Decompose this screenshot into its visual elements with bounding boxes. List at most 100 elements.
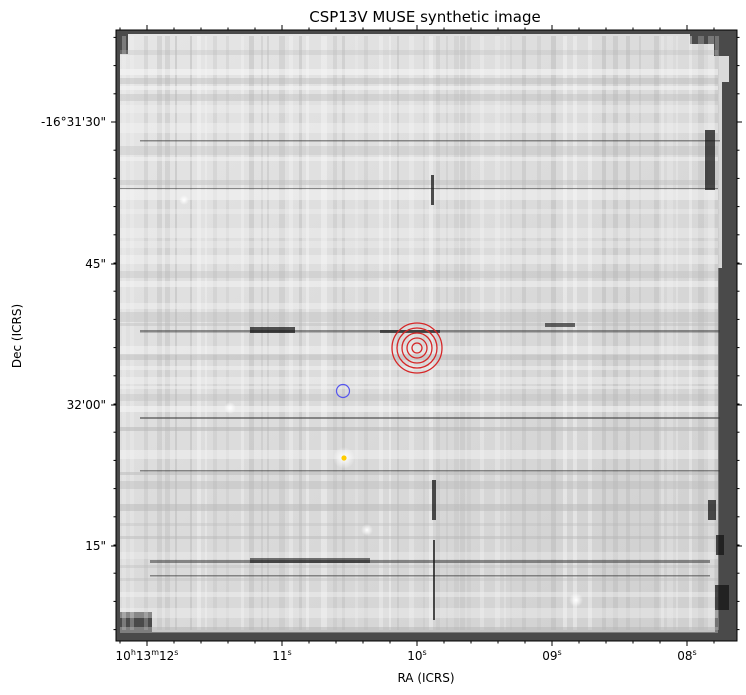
horizontal-stripe [120, 105, 718, 113]
vertical-stripe [495, 36, 500, 630]
horizontal-stripe [120, 346, 718, 355]
vertical-stripe [510, 36, 512, 630]
horizontal-stripe [120, 481, 718, 489]
image-texture [120, 36, 729, 633]
ra-tick-label: 10h13m12s [116, 648, 179, 663]
horizontal-stripe [120, 94, 718, 101]
vertical-stripe [504, 36, 506, 630]
red-concentric-circles [391, 322, 443, 374]
dark-streak [705, 130, 715, 190]
vertical-stripe [197, 36, 201, 630]
horizontal-stripe [120, 190, 718, 200]
vertical-stripe [454, 36, 459, 630]
dark-streak [716, 535, 724, 555]
horizontal-stripe [120, 281, 718, 287]
dark-streak [433, 540, 435, 620]
vertical-stripe [551, 36, 556, 630]
vertical-stripe [306, 36, 309, 630]
vertical-stripe [241, 36, 244, 630]
ra-tick-label: 08s [677, 648, 696, 663]
vertical-stripe [364, 36, 368, 630]
vertical-stripe [661, 36, 664, 630]
horizontal-stripe [120, 78, 718, 84]
faint-star [361, 524, 373, 536]
ra-tick-label: 09s [542, 648, 561, 663]
vertical-stripe [460, 36, 465, 630]
horizontal-stripe [120, 427, 718, 431]
horizontal-stripe [120, 627, 718, 633]
vertical-stripe [355, 36, 358, 630]
vertical-stripe [708, 36, 714, 630]
vertical-stripe [342, 36, 345, 630]
dark-row [150, 575, 710, 577]
vertical-stripe [226, 36, 229, 630]
horizontal-stripe [120, 504, 718, 511]
dec-tick-label: 15" [85, 539, 106, 553]
dark-feature [380, 330, 440, 333]
horizontal-stripe [120, 406, 718, 412]
vertical-stripe [602, 36, 606, 630]
ra-tick-labels: 10h13m12s 11s 10s 09s 08s [116, 648, 697, 663]
dark-streak [431, 175, 434, 205]
dark-streak [708, 500, 716, 520]
vertical-stripe [654, 36, 659, 630]
yellow-dot-marker [341, 455, 347, 461]
vertical-stripe [321, 36, 327, 630]
vertical-stripe [165, 36, 170, 630]
vertical-stripe [563, 36, 567, 630]
vertical-stripe [157, 36, 162, 630]
horizontal-stripe [120, 394, 718, 401]
dec-tick-label: -16°31'30" [41, 115, 106, 129]
horizontal-stripe [120, 255, 718, 264]
vertical-stripe [639, 36, 641, 630]
horizontal-stripe [120, 69, 718, 75]
horizontal-stripe [120, 377, 718, 384]
horizontal-stripe [120, 241, 718, 248]
dark-row [150, 560, 710, 563]
vertical-stripe [573, 36, 577, 630]
horizontal-stripe [120, 86, 718, 90]
vertical-stripe [213, 36, 217, 630]
vertical-stripe [175, 36, 177, 630]
vertical-stripe [190, 36, 192, 630]
horizontal-stripe [120, 450, 718, 459]
dark-streak [432, 480, 436, 520]
horizontal-stripe [120, 354, 718, 360]
faint-star [179, 195, 189, 205]
ra-tick-label: 10s [407, 648, 426, 663]
horizontal-stripe [120, 523, 718, 526]
horizontal-stripe [120, 592, 718, 597]
horizontal-stripe [120, 209, 718, 214]
horizontal-stripe [120, 228, 718, 238]
dark-row [140, 140, 720, 142]
y-axis-label: Dec (ICRS) [10, 304, 24, 368]
vertical-stripe [698, 36, 704, 630]
vertical-stripe [626, 36, 630, 630]
faint-star [224, 402, 236, 414]
horizontal-stripe [120, 303, 718, 309]
vertical-stripe [676, 36, 678, 630]
vertical-stripe [588, 36, 592, 630]
vertical-stripe [122, 36, 126, 630]
vertical-stripe [689, 36, 692, 630]
horizontal-stripe [120, 312, 718, 322]
horizontal-stripe [120, 578, 718, 581]
vertical-stripe [467, 36, 471, 630]
horizontal-stripe [120, 608, 718, 618]
vertical-stripe [480, 36, 484, 630]
horizontal-stripe [120, 323, 718, 326]
vertical-stripe [522, 36, 526, 630]
vertical-stripe [333, 36, 337, 630]
blue-circle-marker [335, 383, 351, 399]
vertical-stripe [299, 36, 302, 630]
faint-star [569, 593, 583, 607]
horizontal-stripe [120, 565, 718, 568]
vertical-stripe [715, 36, 719, 630]
ra-tick-label: 11s [272, 648, 291, 663]
horizontal-stripe [120, 271, 718, 278]
dark-streak [715, 585, 729, 610]
vertical-stripe [667, 36, 673, 630]
dark-row [140, 470, 720, 472]
x-axis-label: RA (ICRS) [397, 671, 454, 685]
